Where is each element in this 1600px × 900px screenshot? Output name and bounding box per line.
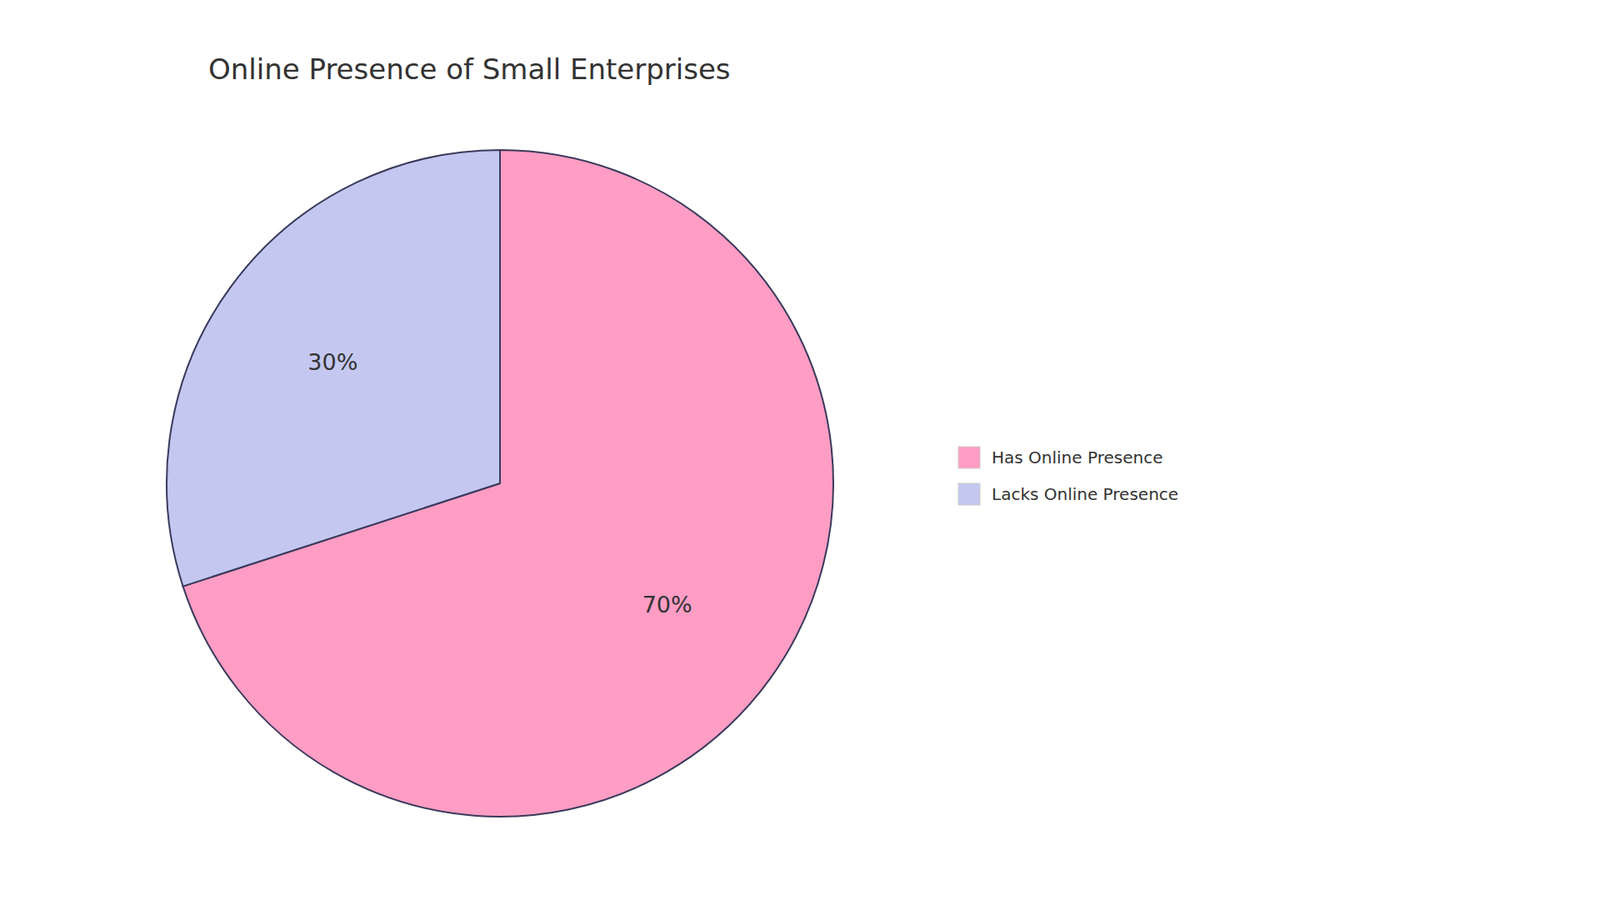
data-labels: 70% 30% xyxy=(307,349,692,619)
pie-slice xyxy=(166,150,500,587)
legend-label: Lacks Online Presence xyxy=(991,484,1179,505)
chart: Online Presence of Small Enterprises 70% 3… xyxy=(0,0,1600,900)
legend: Has Online Presence Lacks Online Presence xyxy=(958,446,1179,505)
data-label: 30% xyxy=(307,349,358,375)
data-label: 70% xyxy=(642,591,693,618)
chart-container: Online Presence of Small Enterprises 70% 3… xyxy=(0,0,1600,900)
legend-swatch xyxy=(958,446,980,469)
slices xyxy=(166,150,834,817)
title: Online Presence of Small Enterprises xyxy=(208,52,731,86)
background xyxy=(0,0,1600,900)
legend-swatch xyxy=(958,483,980,505)
legend-label: Has Online Presence xyxy=(991,447,1163,468)
